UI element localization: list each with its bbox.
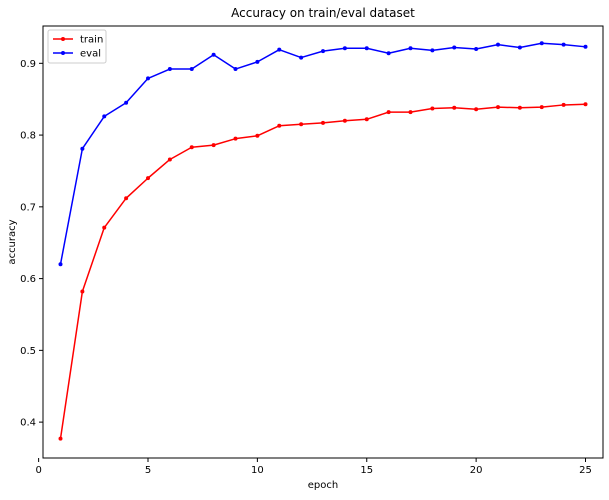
data-point-train — [233, 136, 238, 141]
data-point-train — [517, 105, 522, 110]
x-axis-label: epoch — [308, 480, 338, 491]
legend-label-eval: eval — [80, 49, 101, 60]
data-point-eval — [517, 45, 522, 50]
data-point-eval — [255, 59, 260, 64]
data-point-train — [342, 118, 347, 123]
data-point-eval — [321, 49, 325, 54]
data-point-train — [321, 120, 325, 125]
series-layer — [58, 41, 588, 441]
data-point-eval — [408, 46, 413, 51]
data-point-train — [474, 107, 479, 112]
data-point-train — [255, 133, 260, 138]
x-tick-label: 10 — [251, 465, 264, 476]
data-point-train — [561, 102, 566, 107]
data-point-train — [386, 110, 391, 115]
data-point-eval — [539, 41, 544, 46]
series-line-train — [59, 103, 586, 439]
data-point-train — [211, 143, 216, 148]
data-point-train — [146, 176, 150, 181]
data-point-train — [452, 105, 457, 110]
data-point-eval — [189, 67, 194, 72]
y-tick-label: 0.9 — [20, 59, 36, 70]
x-tick-label: 25 — [579, 465, 592, 476]
legend: train eval — [47, 29, 107, 64]
data-point-eval — [277, 47, 282, 52]
data-point-eval — [583, 44, 588, 49]
x-tick-label: 0 — [35, 465, 41, 476]
plot-area-frame — [42, 25, 604, 459]
y-axis-label: accuracy — [7, 219, 18, 264]
data-point-eval — [233, 67, 238, 72]
data-point-eval — [299, 55, 304, 60]
x-axis: 0 5 10 15 20 25 — [35, 458, 592, 476]
x-tick-label: 5 — [145, 465, 151, 476]
data-point-eval — [364, 46, 369, 51]
data-point-train — [277, 123, 282, 128]
y-axis: 0.4 0.5 0.6 0.7 0.8 0.9 — [20, 59, 43, 429]
data-point-eval — [146, 76, 150, 81]
data-point-eval — [342, 46, 347, 51]
data-point-eval — [430, 48, 435, 53]
data-point-train — [189, 145, 194, 150]
x-tick-label: 15 — [360, 465, 373, 476]
data-point-train — [583, 102, 588, 107]
y-tick-label: 0.5 — [20, 346, 36, 357]
data-point-eval — [211, 52, 216, 57]
data-point-eval — [474, 46, 479, 51]
legend-marker-train — [61, 37, 65, 41]
series-line-eval — [59, 42, 586, 265]
data-point-eval — [386, 51, 391, 56]
data-point-eval — [124, 100, 129, 105]
y-tick-label: 0.4 — [20, 418, 36, 429]
data-point-train — [124, 196, 129, 201]
data-point-eval — [102, 114, 107, 119]
data-point-train — [299, 122, 304, 127]
data-point-train — [58, 436, 63, 441]
data-point-train — [430, 106, 435, 111]
data-point-train — [364, 117, 369, 122]
data-point-train — [539, 105, 544, 110]
y-tick-label: 0.7 — [20, 202, 36, 213]
x-tick-label: 20 — [470, 465, 483, 476]
data-point-eval — [167, 67, 172, 72]
data-point-train — [167, 157, 172, 162]
data-point-train — [496, 105, 500, 110]
data-point-eval — [452, 45, 457, 50]
data-point-eval — [496, 42, 500, 47]
legend-label-train: train — [80, 35, 103, 46]
data-point-train — [80, 289, 85, 294]
legend-marker-eval — [61, 51, 65, 55]
data-point-eval — [58, 262, 63, 267]
data-point-eval — [561, 42, 566, 47]
data-point-train — [102, 225, 107, 230]
data-point-eval — [80, 146, 85, 151]
chart-title: Accuracy on train/eval dataset — [231, 6, 415, 20]
y-tick-label: 0.8 — [20, 131, 36, 142]
y-tick-label: 0.6 — [20, 274, 36, 285]
data-point-train — [408, 110, 413, 115]
